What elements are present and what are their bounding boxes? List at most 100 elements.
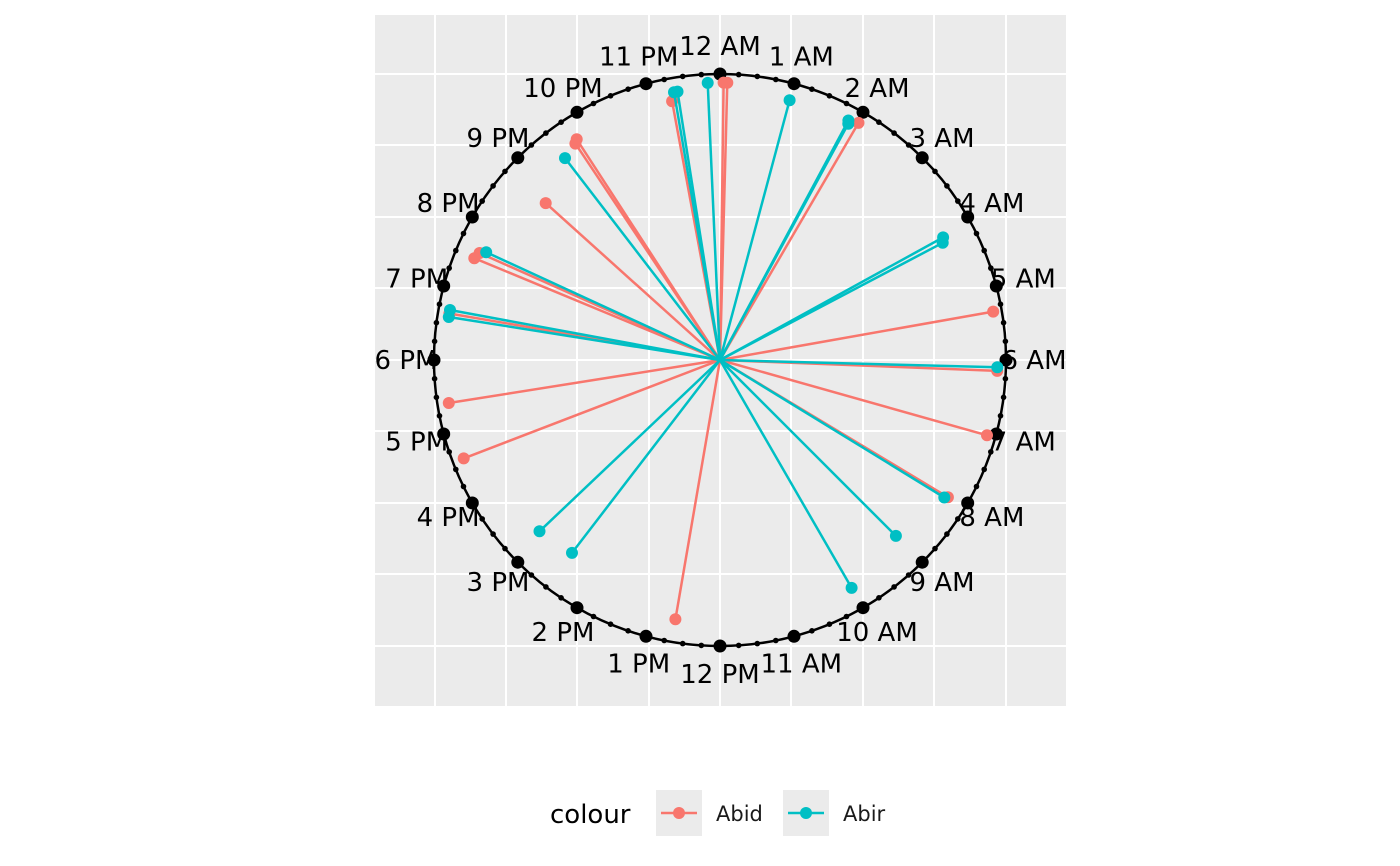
hour-tick-23 (639, 77, 653, 91)
minor-tick (876, 595, 882, 601)
hour-tick-1 (787, 77, 801, 91)
hour-tick-17 (437, 427, 451, 441)
hour-label-3: 3 AM (909, 124, 974, 154)
minor-tick (661, 637, 667, 644)
minor-tick (932, 545, 938, 552)
series-line-abid-8 (473, 257, 721, 362)
minor-tick (981, 466, 987, 473)
minor-tick (905, 572, 912, 578)
hour-label-15: 3 PM (467, 568, 530, 598)
minor-tick (891, 584, 897, 590)
series-point-abir-12 (991, 361, 1004, 374)
series-line-abir-0 (706, 82, 722, 361)
series-line-abir-7 (485, 251, 721, 362)
minor-tick (433, 394, 440, 401)
legend-title: colour (550, 800, 631, 830)
minor-tick (973, 230, 980, 237)
series-line-abid-15 (463, 358, 721, 460)
minor-tick (490, 183, 496, 189)
minor-tick (773, 76, 779, 83)
minor-tick (607, 93, 614, 99)
minor-tick (433, 319, 440, 326)
minor-tick (661, 76, 667, 83)
series-line-abid-1 (718, 82, 729, 361)
minor-tick (905, 142, 912, 148)
minor-tick (1002, 338, 1009, 345)
minor-tick (754, 640, 761, 647)
hour-label-21: 9 PM (467, 124, 530, 154)
minor-tick (809, 628, 815, 634)
hour-label-13: 1 PM (607, 649, 670, 679)
minor-tick (944, 531, 950, 537)
minor-tick (679, 73, 686, 80)
series-line-abid-12 (448, 358, 721, 405)
hour-tick-9 (915, 555, 929, 569)
minor-tick (773, 637, 779, 644)
minor-tick (1002, 375, 1009, 382)
series-line-abid-16 (674, 359, 722, 620)
minor-tick (460, 483, 467, 490)
hour-label-2: 2 AM (844, 74, 909, 104)
hour-label-layer: 12 AM 1 AM 2 AM3 AM 4 AM 5 AM 6 AM 7 AM 8 AM 9 A… (375, 32, 1067, 690)
hour-tick-15 (511, 555, 525, 569)
hour-label-11: 11 AM (761, 649, 843, 679)
series-line-abir-13 (719, 358, 945, 499)
hour-tick-13 (639, 629, 653, 643)
minor-tick (826, 93, 833, 99)
series-point-abir-16 (533, 525, 546, 538)
minor-tick (843, 613, 850, 620)
series-point-abir-3 (783, 94, 796, 107)
series-line-abir-3 (718, 99, 791, 361)
minor-tick (997, 413, 1004, 419)
minor-tick (453, 466, 459, 473)
minor-tick (446, 265, 453, 271)
series-point-abir-13 (938, 491, 951, 504)
series-line-abid-5 (718, 122, 860, 361)
minor-tick (932, 168, 938, 175)
series-line-abir-11 (719, 241, 944, 362)
minor-tick (826, 621, 833, 627)
minor-tick (809, 86, 815, 92)
hour-tick-18 (427, 353, 441, 367)
hour-tick-20 (465, 210, 479, 224)
series-point-abir-14 (889, 529, 902, 542)
clock-circle-layer (427, 67, 1013, 653)
minor-tick (479, 198, 486, 204)
series-point-abid-16 (669, 613, 682, 626)
minor-tick (436, 301, 443, 308)
series-point-abid-12 (442, 397, 455, 409)
minor-tick (876, 119, 882, 125)
minor-tick (981, 247, 987, 254)
series-point-abid-5 (852, 116, 865, 129)
minor-tick (1000, 319, 1007, 326)
series-point-abir-11 (936, 236, 949, 249)
hour-tick-11 (787, 629, 801, 643)
legend-label-abir: Abir (843, 802, 886, 826)
hour-tick-16 (465, 496, 479, 510)
minor-tick (528, 572, 535, 578)
series-layer (442, 76, 1004, 626)
series-line-abid-13 (719, 358, 988, 437)
series-point-abir-17 (566, 546, 578, 559)
minor-tick (944, 183, 950, 189)
series-point-abir-15 (845, 581, 858, 594)
hour-tick-6 (999, 353, 1013, 367)
legend-key-point-abid (673, 807, 685, 819)
series-line-abir-6 (564, 157, 721, 361)
hour-label-5: 5 AM (991, 265, 1056, 295)
minor-tick (843, 100, 850, 107)
minor-tick (446, 449, 453, 455)
series-point-abid-6 (539, 197, 552, 210)
series-line-abir-2 (672, 91, 722, 361)
hour-label-9: 9 AM (909, 568, 974, 598)
minor-tick (490, 531, 496, 537)
series-point-abir-6 (559, 152, 571, 165)
minor-tick (698, 642, 705, 649)
hour-label-16: 4 PM (417, 503, 480, 533)
series-line-abir-17 (571, 359, 721, 554)
hour-tick-22 (570, 105, 584, 119)
hour-tick-2 (856, 105, 870, 119)
series-line-abir-5 (718, 123, 850, 361)
hour-label-8: 8 AM (959, 503, 1024, 533)
minor-tick (431, 375, 438, 382)
